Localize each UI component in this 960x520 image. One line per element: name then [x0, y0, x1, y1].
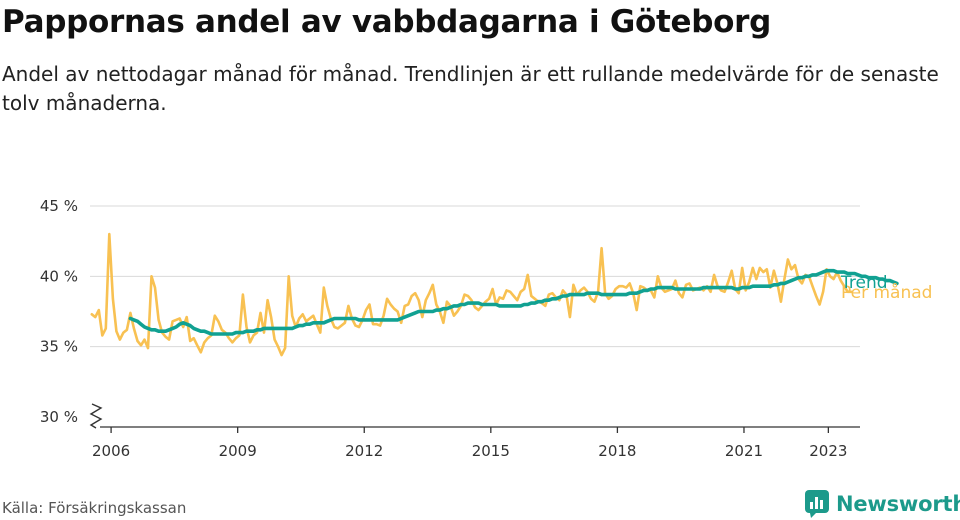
source-note: Källa: Försäkringskassan [2, 499, 187, 517]
brand-name: Newsworthy [836, 492, 960, 516]
series-end-label-trend: Trend [840, 273, 888, 293]
x-tick-label: 2023 [809, 442, 847, 460]
series-lines [90, 232, 899, 357]
y-tick-label: 45 % [40, 197, 78, 215]
y-tick-label: 35 % [40, 338, 78, 356]
x-tick-label: 2015 [472, 442, 510, 460]
x-tick-label: 2021 [725, 442, 763, 460]
series-line-per-month [90, 232, 853, 357]
x-tick-label: 2012 [345, 442, 383, 460]
brand[interactable]: Newsworthy [804, 489, 960, 519]
x-tick-label: 2018 [598, 442, 636, 460]
y-tick-label: 40 % [40, 267, 78, 285]
series-line-trend [128, 268, 899, 336]
chart-subtitle: Andel av nettodagar månad för månad. Tre… [2, 62, 939, 115]
line-chart: 30 % 35 % 40 % 45 % 2006 2009 2012 2015 2018 202… [40, 197, 933, 460]
y-axis: 30 % 35 % 40 % 45 % [40, 197, 103, 429]
y-tick-label: 30 % [40, 408, 78, 426]
series-end-label-per-month: Per månad [841, 282, 932, 303]
x-axis: 2006 2009 2012 2015 2018 2021 2023 [92, 426, 860, 460]
axis-break-icon [89, 403, 103, 429]
newsworthy-logo-icon [805, 490, 829, 518]
x-tick-label: 2006 [92, 442, 130, 460]
x-tick-label: 2009 [219, 442, 257, 460]
chart-title: Pappornas andel av vabbdagarna i Götebor… [2, 4, 772, 40]
